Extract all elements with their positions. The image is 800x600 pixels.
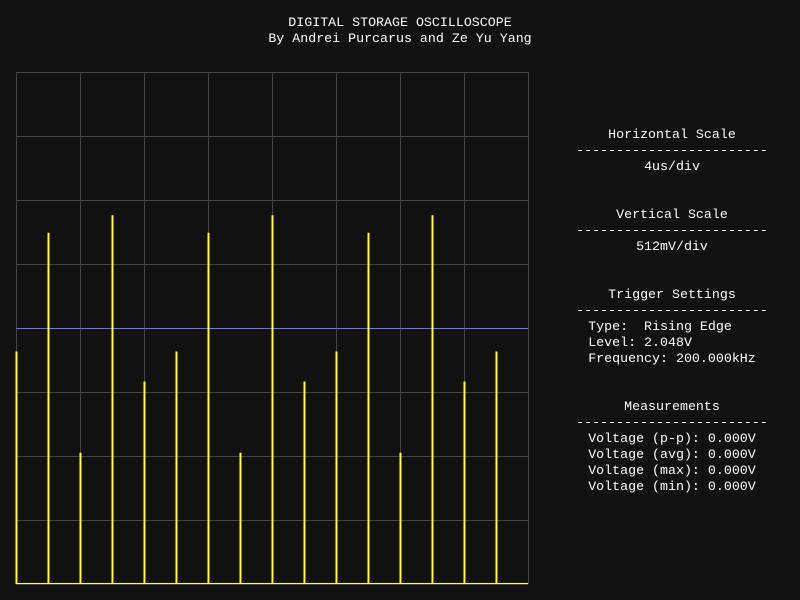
panel-line: 512mV/div <box>636 239 708 254</box>
panel-body: Type: Rising Edge Level: 2.048V Frequency:… <box>588 319 756 367</box>
panel-body: 512mV/div <box>636 239 708 255</box>
panel-line: Level: 2.048V <box>588 335 692 350</box>
panel-title: Vertical Scale <box>616 207 728 222</box>
panel-title: Trigger Settings <box>608 287 736 302</box>
panel-divider: ------------------------ <box>576 303 768 318</box>
settings-panel: Horizontal Scale ------------------------… <box>560 127 784 175</box>
settings-panel: Vertical Scale ------------------------ 51… <box>560 207 784 255</box>
panel-divider: ------------------------ <box>576 415 768 430</box>
panel-line: Voltage (avg): 0.000V <box>588 447 756 462</box>
panel-line: Type: Rising Edge <box>588 319 732 334</box>
panel-line: Voltage (max): 0.000V <box>588 463 756 478</box>
settings-panel: Trigger Settings ------------------------… <box>560 287 784 367</box>
panel-line: Voltage (min): 0.000V <box>588 479 756 494</box>
settings-panel: Measurements ------------------------ Volt… <box>560 399 784 495</box>
panel-divider: ------------------------ <box>576 223 768 238</box>
panel-body: Voltage (p-p): 0.000V Voltage (avg): 0.00… <box>588 431 756 495</box>
panel-title: Horizontal Scale <box>608 127 736 142</box>
app-title: DIGITAL STORAGE OSCILLOSCOPE <box>288 15 512 30</box>
panel-line: Voltage (p-p): 0.000V <box>588 431 756 446</box>
panel-line: 4us/div <box>644 159 700 174</box>
panel-line: Frequency: 200.000kHz <box>588 351 756 366</box>
panel-title: Measurements <box>624 399 720 414</box>
panel-body: 4us/div <box>644 159 700 175</box>
app-subtitle: By Andrei Purcarus and Ze Yu Yang <box>268 31 532 46</box>
panel-divider: ------------------------ <box>576 143 768 158</box>
